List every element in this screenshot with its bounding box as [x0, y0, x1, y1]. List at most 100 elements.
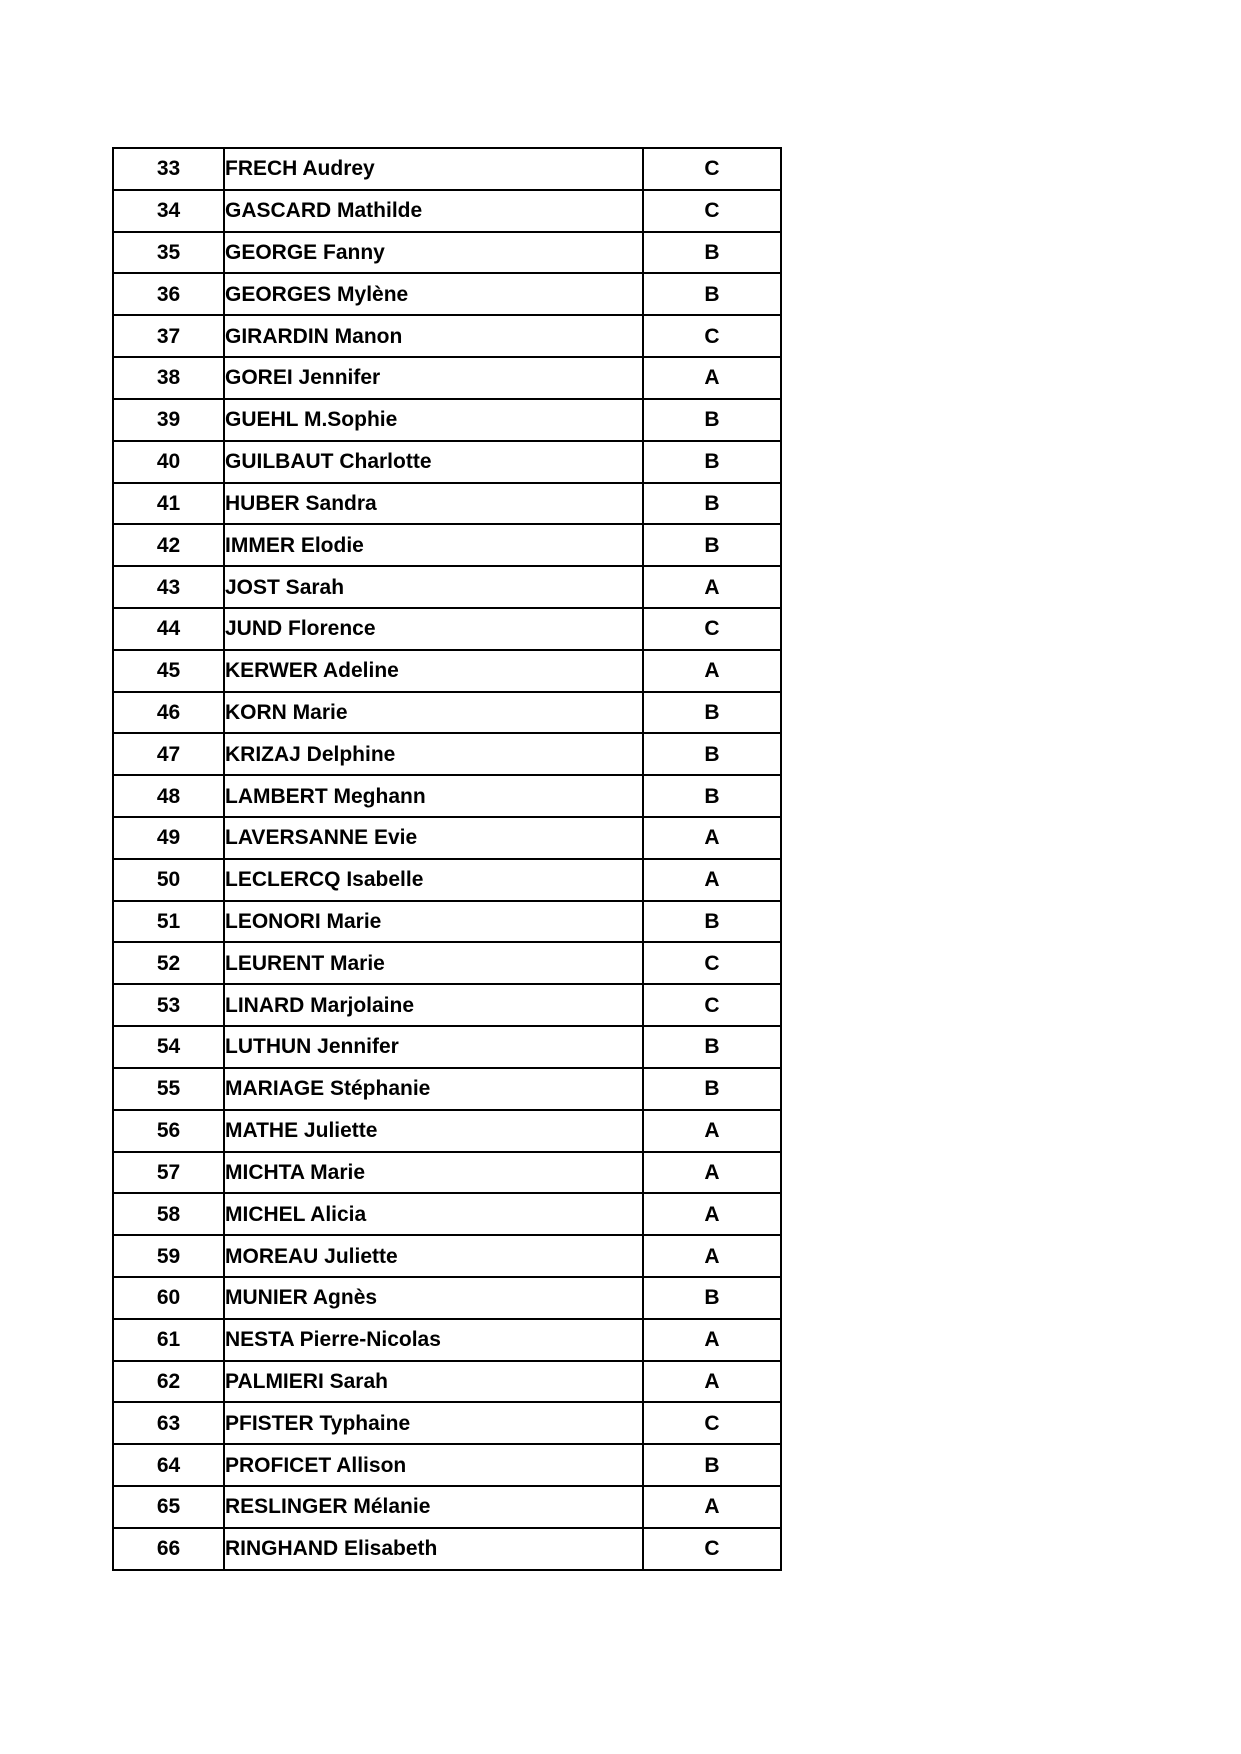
table-row: 34 GASCARD Mathilde C [112, 188, 782, 233]
row-number-cell: 38 [112, 356, 225, 400]
table-row: 41 HUBER Sandra B [112, 481, 782, 526]
row-number-cell: 62 [112, 1359, 225, 1404]
grade-cell: B [642, 481, 782, 526]
row-number-cell: 59 [112, 1234, 225, 1278]
student-name-cell: MOREAU Juliette [223, 1234, 644, 1278]
grade-cell: A [642, 1150, 782, 1195]
grade-cell: C [642, 983, 782, 1028]
grade-cell: B [642, 439, 782, 484]
grade-cell: A [642, 1485, 782, 1529]
table-row: 33 FRECH Audrey C [112, 147, 782, 191]
table-row: 39 GUEHL M.Sophie B [112, 397, 782, 442]
row-number-cell: 64 [112, 1443, 225, 1487]
student-name-cell: MICHEL Alicia [223, 1192, 644, 1237]
row-number-cell: 42 [112, 523, 225, 568]
table-row: 42 IMMER Elodie B [112, 523, 782, 568]
row-number-cell: 50 [112, 857, 225, 902]
student-name-cell: JUND Florence [223, 606, 644, 651]
student-name-cell: MARIAGE Stéphanie [223, 1066, 644, 1111]
row-number-cell: 43 [112, 565, 225, 609]
grade-cell: A [642, 356, 782, 400]
grade-cell: C [642, 314, 782, 359]
student-name-cell: MICHTA Marie [223, 1150, 644, 1195]
row-number-cell: 57 [112, 1150, 225, 1195]
grade-cell: A [642, 1108, 782, 1153]
table-row: 54 LUTHUN Jennifer B [112, 1025, 782, 1069]
grade-cell: A [642, 857, 782, 902]
grade-table: 33 FRECH Audrey C 34 GASCARD Mathilde C … [112, 147, 782, 1572]
grade-cell: A [642, 1234, 782, 1278]
grade-cell: C [642, 941, 782, 986]
student-name-cell: LINARD Marjolaine [223, 983, 644, 1028]
row-number-cell: 48 [112, 774, 225, 818]
row-number-cell: 33 [112, 147, 225, 191]
table-row: 55 MARIAGE Stéphanie B [112, 1066, 782, 1111]
table-row: 61 NESTA Pierre-Nicolas A [112, 1317, 782, 1362]
student-name-cell: HUBER Sandra [223, 481, 644, 526]
student-name-cell: LAVERSANNE Evie [223, 816, 644, 860]
row-number-cell: 36 [112, 272, 225, 317]
row-number-cell: 53 [112, 983, 225, 1028]
student-name-cell: PALMIERI Sarah [223, 1359, 644, 1404]
student-name-cell: MATHE Juliette [223, 1108, 644, 1153]
student-name-cell: NESTA Pierre-Nicolas [223, 1317, 644, 1362]
table-row: 43 JOST Sarah A [112, 565, 782, 609]
grade-cell: B [642, 774, 782, 818]
student-name-cell: GEORGES Mylène [223, 272, 644, 317]
student-name-cell: JOST Sarah [223, 565, 644, 609]
grade-cell: B [642, 732, 782, 777]
grade-cell: A [642, 1192, 782, 1237]
row-number-cell: 52 [112, 941, 225, 986]
row-number-cell: 45 [112, 648, 225, 693]
student-name-cell: LEONORI Marie [223, 899, 644, 944]
row-number-cell: 35 [112, 230, 225, 275]
grade-cell: B [642, 230, 782, 275]
table-row: 65 RESLINGER Mélanie A [112, 1485, 782, 1529]
grade-cell: C [642, 147, 782, 191]
row-number-cell: 55 [112, 1066, 225, 1111]
grade-cell: C [642, 606, 782, 651]
student-name-cell: GIRARDIN Manon [223, 314, 644, 359]
student-name-cell: GEORGE Fanny [223, 230, 644, 275]
grade-cell: B [642, 272, 782, 317]
table-row: 49 LAVERSANNE Evie A [112, 816, 782, 860]
table-row: 57 MICHTA Marie A [112, 1150, 782, 1195]
grade-cell: A [642, 1359, 782, 1404]
grade-cell: B [642, 690, 782, 735]
grade-cell: B [642, 1066, 782, 1111]
table-row: 60 MUNIER Agnès B [112, 1275, 782, 1320]
table-row: 50 LECLERCQ Isabelle A [112, 857, 782, 902]
grade-cell: C [642, 188, 782, 233]
table-row: 35 GEORGE Fanny B [112, 230, 782, 275]
student-name-cell: IMMER Elodie [223, 523, 644, 568]
grade-cell: A [642, 648, 782, 693]
table-row: 37 GIRARDIN Manon C [112, 314, 782, 359]
grade-cell: C [642, 1401, 782, 1446]
table-row: 66 RINGHAND Elisabeth C [112, 1526, 782, 1572]
table-row: 62 PALMIERI Sarah A [112, 1359, 782, 1404]
student-name-cell: GASCARD Mathilde [223, 188, 644, 233]
grade-cell: A [642, 1317, 782, 1362]
table-row: 56 MATHE Juliette A [112, 1108, 782, 1153]
table-row: 58 MICHEL Alicia A [112, 1192, 782, 1237]
row-number-cell: 39 [112, 397, 225, 442]
grade-table-body: 33 FRECH Audrey C 34 GASCARD Mathilde C … [112, 147, 782, 1572]
grade-cell: A [642, 565, 782, 609]
student-name-cell: GUILBAUT Charlotte [223, 439, 644, 484]
grade-cell: B [642, 899, 782, 944]
table-row: 46 KORN Marie B [112, 690, 782, 735]
row-number-cell: 47 [112, 732, 225, 777]
table-row: 53 LINARD Marjolaine C [112, 983, 782, 1028]
row-number-cell: 60 [112, 1275, 225, 1320]
table-row: 59 MOREAU Juliette A [112, 1234, 782, 1278]
row-number-cell: 37 [112, 314, 225, 359]
row-number-cell: 65 [112, 1485, 225, 1529]
row-number-cell: 63 [112, 1401, 225, 1446]
grade-cell: B [642, 397, 782, 442]
row-number-cell: 51 [112, 899, 225, 944]
row-number-cell: 34 [112, 188, 225, 233]
student-name-cell: RINGHAND Elisabeth [223, 1526, 644, 1572]
table-row: 51 LEONORI Marie B [112, 899, 782, 944]
table-row: 48 LAMBERT Meghann B [112, 774, 782, 818]
student-name-cell: PROFICET Allison [223, 1443, 644, 1487]
